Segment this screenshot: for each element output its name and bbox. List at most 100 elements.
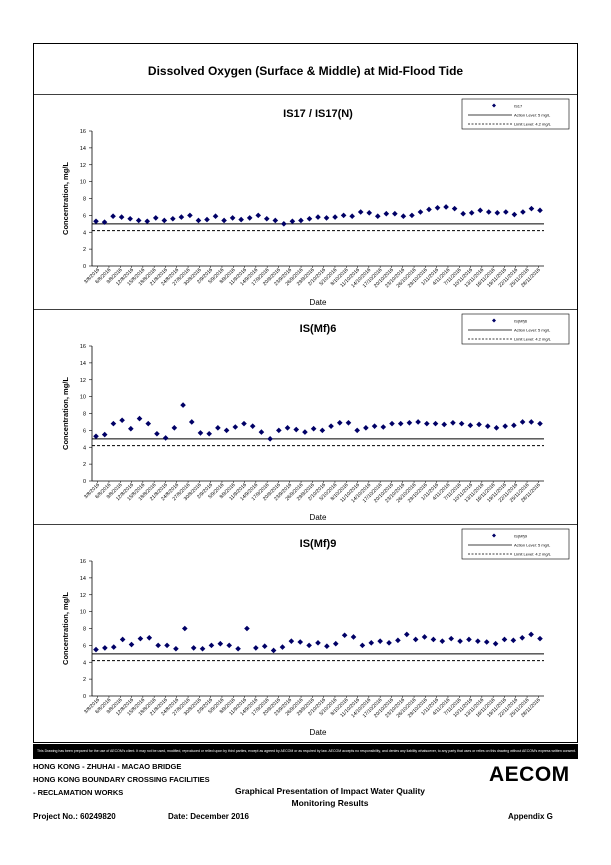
y-tick-label: 8 — [83, 412, 86, 418]
data-point — [152, 215, 159, 221]
data-point — [400, 213, 407, 220]
legend-label: IS(Mf)6 — [514, 319, 528, 324]
data-point — [93, 218, 99, 225]
data-point — [357, 209, 364, 215]
data-point — [389, 420, 395, 427]
data-point — [293, 426, 300, 433]
chart-title: IS(Mf)6 — [300, 323, 337, 335]
y-tick-label: 8 — [83, 627, 86, 633]
data-point — [537, 420, 543, 427]
data-point — [279, 644, 286, 650]
data-point — [477, 207, 484, 214]
data-point — [409, 212, 415, 219]
data-point — [110, 644, 117, 650]
data-point — [190, 645, 197, 651]
data-point — [501, 636, 508, 643]
x-axis-label: Date — [310, 513, 327, 522]
data-point — [323, 215, 330, 221]
data-point — [188, 419, 195, 425]
data-point — [366, 210, 373, 216]
data-point — [484, 423, 491, 429]
data-point — [128, 425, 134, 432]
data-point — [263, 215, 270, 222]
data-point — [430, 636, 437, 643]
y-axis-label: Concentration, mg/L — [61, 162, 70, 235]
data-point — [253, 645, 259, 651]
data-point — [340, 212, 347, 219]
data-point — [537, 635, 543, 642]
data-point — [412, 636, 419, 643]
chart-title: IS17 / IS17(N) — [283, 108, 353, 120]
y-tick-label: 4 — [83, 230, 86, 236]
data-point — [332, 640, 339, 647]
data-point — [306, 642, 312, 649]
data-point — [458, 420, 465, 427]
data-point — [466, 636, 472, 643]
data-point — [226, 642, 232, 649]
y-tick-label: 16 — [80, 559, 86, 565]
data-point — [238, 216, 244, 223]
y-tick-label: 4 — [83, 445, 86, 451]
data-point — [528, 205, 535, 212]
data-point — [255, 212, 262, 219]
data-point — [173, 645, 179, 652]
data-point — [137, 635, 144, 642]
data-point — [380, 424, 387, 430]
y-tick-label: 10 — [80, 180, 86, 186]
data-point — [244, 625, 250, 632]
data-point — [485, 209, 492, 215]
data-point — [349, 213, 355, 220]
project-line-3: - RECLAMATION WORKS — [33, 788, 124, 797]
data-point — [520, 209, 526, 215]
data-point — [324, 643, 330, 650]
legend-label: Action Level: 5 mg/L — [514, 113, 551, 118]
legend-label: Limit Level: 4.2 mg/L — [514, 337, 552, 342]
data-point — [354, 427, 360, 434]
y-tick-label: 2 — [83, 247, 86, 253]
y-tick-label: 10 — [80, 395, 86, 401]
data-point — [155, 642, 161, 649]
appendix-label: Appendix G — [508, 812, 553, 821]
y-tick-label: 6 — [83, 428, 86, 434]
data-point — [119, 636, 126, 643]
data-point — [441, 421, 448, 428]
page-title: Dissolved Oxygen (Surface & Middle) at M… — [147, 64, 464, 78]
data-point — [182, 625, 188, 632]
data-point — [101, 219, 108, 225]
drawing-title-line-2: Monitoring Results — [291, 798, 369, 808]
data-point — [101, 431, 108, 438]
data-point — [494, 210, 501, 216]
data-point — [511, 211, 518, 218]
legend-marker — [492, 103, 496, 108]
data-point — [235, 645, 241, 652]
data-point — [145, 420, 152, 427]
x-axis-label: Date — [310, 298, 327, 307]
data-point — [223, 427, 230, 434]
data-point — [395, 637, 401, 644]
drawing-title-line-1: Graphical Presentation of Impact Water Q… — [234, 786, 426, 796]
data-point — [170, 215, 176, 222]
y-axis-label: Concentration, mg/L — [61, 592, 70, 665]
project-line-2: HONG KONG BOUNDARY CROSSING FACILITIES — [33, 775, 210, 784]
data-point — [374, 213, 381, 220]
data-point — [415, 419, 421, 425]
data-point — [528, 419, 535, 425]
data-point — [208, 642, 215, 649]
project-line-1: HONG KONG - ZHUHAI - MACAO BRIDGE — [33, 762, 182, 771]
y-tick-label: 6 — [83, 213, 86, 219]
data-point — [135, 217, 142, 224]
data-point — [118, 214, 125, 220]
data-point — [457, 638, 463, 644]
data-point — [197, 430, 204, 436]
data-point — [319, 427, 326, 434]
data-point — [195, 217, 202, 224]
data-point — [443, 204, 449, 210]
data-point — [199, 645, 206, 652]
legend-label: Action Level: 5 mg/L — [514, 543, 551, 548]
data-point — [439, 638, 446, 644]
data-point — [206, 430, 212, 437]
data-point — [221, 217, 227, 224]
data-point — [336, 419, 343, 426]
data-point — [128, 641, 135, 648]
y-tick-label: 10 — [80, 610, 86, 616]
